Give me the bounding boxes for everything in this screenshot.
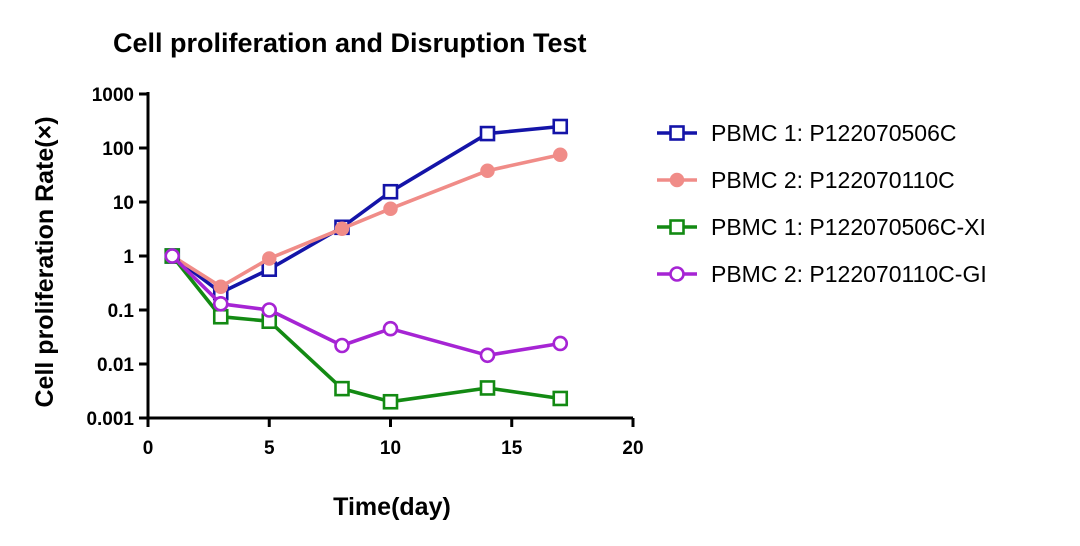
data-point xyxy=(212,308,229,325)
legend-label: PBMC 2: P122070110C-GI xyxy=(711,261,987,287)
series-line xyxy=(171,124,561,295)
chart-title: Cell proliferation and Disruption Test xyxy=(113,28,587,58)
y-tick-label: 1000 xyxy=(92,85,134,106)
data-point xyxy=(334,380,350,397)
data-point xyxy=(552,118,569,135)
y-tick-label: 1 xyxy=(123,247,134,268)
series-line xyxy=(171,254,561,358)
series-3 xyxy=(164,248,569,410)
legend-label: PBMC 1: P122070506C-XI xyxy=(711,214,986,240)
x-tick-label: 15 xyxy=(501,438,523,459)
data-point xyxy=(383,201,398,216)
data-point xyxy=(164,248,181,264)
data-point xyxy=(480,163,495,178)
data-point xyxy=(212,296,229,312)
legend-label: PBMC 1: P122070506C xyxy=(711,120,957,146)
x-tick-label: 20 xyxy=(622,438,643,459)
y-tick-label: 0.01 xyxy=(97,355,134,376)
data-point xyxy=(262,251,277,266)
data-point xyxy=(261,302,278,318)
series-layer xyxy=(164,118,569,410)
y-tick-label: 100 xyxy=(102,139,134,160)
legend-marker xyxy=(669,125,685,141)
data-point xyxy=(552,335,569,352)
legend-marker xyxy=(669,172,685,188)
data-point xyxy=(479,380,496,396)
data-point xyxy=(479,125,496,142)
legend-marker xyxy=(669,266,685,282)
legend-label: PBMC 2: P122070110C xyxy=(711,167,955,193)
legend-item: PBMC 2: P122070110C xyxy=(657,167,955,193)
data-point xyxy=(552,390,569,407)
data-point xyxy=(382,183,399,200)
y-tick-label: 0.001 xyxy=(86,409,134,430)
legend-item: PBMC 2: P122070110C-GI xyxy=(657,261,987,287)
x-tick-label: 0 xyxy=(143,438,154,459)
data-point xyxy=(213,279,228,294)
data-point xyxy=(382,393,399,410)
y-tick-label: 10 xyxy=(113,193,134,214)
axes: 0.001 0.01 0.1 1 10 100 1000 0 5 10 15 20 xyxy=(86,85,643,459)
legend-item: PBMC 1: P122070506C xyxy=(657,120,957,146)
x-tick-label: 10 xyxy=(380,438,401,459)
series-line xyxy=(170,254,561,404)
data-point xyxy=(334,337,350,354)
series-line xyxy=(171,152,561,289)
x-axis-label: Time(day) xyxy=(333,493,451,521)
data-point xyxy=(479,347,496,364)
legend: PBMC 1: P122070506C PBMC 2: P122070110C PB… xyxy=(657,120,987,287)
series-4 xyxy=(164,248,569,364)
y-axis-label: Cell proliferation Rate(×) xyxy=(31,116,59,407)
legend-marker xyxy=(669,219,685,235)
y-tick-label: 0.1 xyxy=(108,301,135,322)
data-point xyxy=(382,320,399,337)
data-point xyxy=(553,147,568,162)
series-1 xyxy=(164,118,569,301)
data-point xyxy=(334,221,350,236)
x-tick-label: 5 xyxy=(264,438,275,459)
series-2 xyxy=(165,147,568,294)
legend-item: PBMC 1: P122070506C-XI xyxy=(657,214,986,240)
